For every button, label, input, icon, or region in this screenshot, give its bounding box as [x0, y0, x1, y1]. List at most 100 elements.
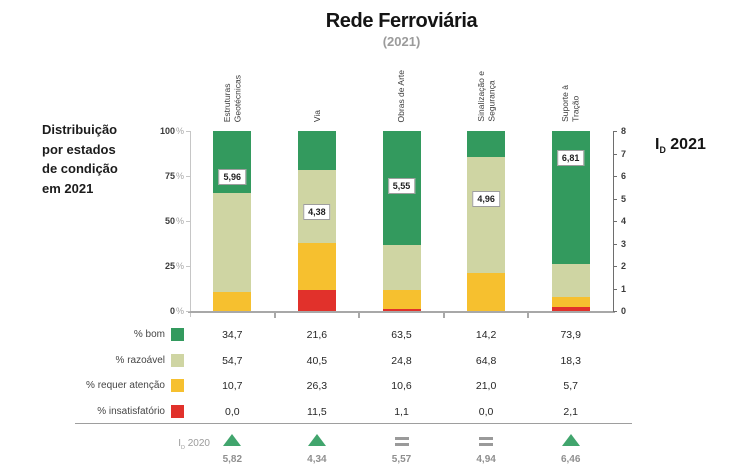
equal-bar	[479, 443, 494, 446]
right-axis-tick-label: 5	[621, 193, 627, 204]
bar-segment	[551, 307, 590, 311]
left-axis-tickmark	[186, 266, 190, 267]
right-axis-tickmark	[613, 153, 617, 155]
right-axis-tick-label: 4	[621, 216, 627, 226]
column-header-label: Via	[311, 109, 322, 122]
left-axis-tick-label: 50%	[164, 216, 184, 226]
table-value: 10,6	[391, 380, 412, 392]
trend-up-icon	[307, 434, 326, 446]
chart-subtitle: (2021)	[382, 34, 421, 49]
column-header-label: Obras de Arte	[396, 69, 407, 122]
column-header-label: Sinalização e Segurança	[475, 71, 497, 122]
legend-row-label: % razoável	[115, 354, 165, 366]
column-header-label: Suporte à Tração	[560, 85, 581, 122]
right-axis-tick-label: 8	[621, 126, 627, 136]
right-axis-tickmark	[613, 176, 617, 177]
legend-swatch	[171, 353, 184, 367]
left-axis-tick-label: 75%	[164, 171, 184, 181]
equal-bar	[394, 437, 409, 440]
column-header: Suporte à Tração	[536, 50, 606, 122]
equal-bar	[394, 443, 409, 446]
id-2021-value-box: 4,38	[303, 204, 331, 221]
column-header: Sinalização e Segurança	[451, 50, 521, 122]
table-value: 26,3	[306, 380, 328, 392]
trend-up-icon	[561, 434, 580, 446]
right-axis-tick-label: 3	[621, 238, 627, 249]
bar-segment	[467, 131, 506, 157]
table-value: 0,0	[478, 405, 494, 418]
trend-equal-icon	[479, 437, 494, 449]
equal-bar	[479, 437, 494, 440]
table-value: 10,7	[222, 380, 243, 392]
right-axis-tickmark	[613, 266, 617, 267]
table-value: 24,8	[391, 354, 412, 367]
bar-segment	[213, 193, 252, 292]
trend-value: 6,46	[560, 454, 581, 465]
id-2021-value-box: 4,96	[472, 191, 500, 208]
trend-equal-icon	[394, 437, 409, 449]
left-axis-tickmark	[186, 176, 190, 177]
right-axis-tick-label: 6	[621, 171, 627, 181]
column-header: Via	[282, 50, 352, 122]
trend-row-label: ID 2020	[130, 438, 210, 451]
separator-line	[75, 423, 632, 424]
legend-row-label: % requer atenção	[86, 380, 165, 391]
table-value: 5,7	[563, 380, 578, 392]
legend-row-label: % bom	[133, 329, 165, 340]
right-axis-title-prefix: I	[655, 136, 660, 153]
left-axis-tick-label: 100%	[159, 126, 184, 136]
bar-segment	[382, 245, 421, 290]
column-header-label: Estruturas Geotécnicas	[221, 74, 243, 122]
trend-label-sub: D	[180, 445, 185, 451]
bar-segment	[467, 156, 506, 274]
trend-value: 4,34	[307, 454, 327, 465]
bar-segment	[382, 289, 421, 310]
chart-title: Rede Ferroviária	[325, 10, 478, 32]
table-value: 64,8	[475, 354, 497, 367]
bar-segment	[297, 131, 336, 171]
right-axis-tickmark	[613, 243, 617, 245]
table-value: 14,2	[475, 329, 497, 341]
bar-segment	[297, 290, 336, 311]
legend-swatch	[171, 379, 184, 392]
right-axis-tick-label: 1	[621, 283, 627, 294]
bar-segment	[551, 296, 590, 308]
column-header: Obras de Arte	[367, 50, 437, 122]
legend-swatch	[171, 404, 184, 418]
x-axis-tickmark	[442, 311, 445, 318]
left-axis-tickmark	[186, 311, 190, 312]
right-axis-tickmark	[613, 131, 617, 132]
left-axis-tickmark	[186, 131, 190, 132]
left-axis-tickmark	[186, 221, 190, 222]
table-value: 34,7	[222, 329, 243, 341]
trend-value: 5,82	[222, 454, 243, 465]
right-axis-tickmark	[613, 198, 617, 200]
right-axis-title-sub: D	[659, 145, 666, 156]
table-value: 21,0	[475, 380, 497, 392]
trend-value: 5,57	[391, 454, 412, 465]
right-axis-title: ID 2021	[655, 136, 706, 155]
bar-segment	[213, 291, 252, 311]
id-2021-value-box: 5,55	[387, 178, 416, 195]
bar-segment	[297, 242, 336, 291]
legend-swatch	[171, 328, 184, 341]
right-axis-tick-label: 7	[621, 148, 627, 159]
id-2021-value-box: 6,81	[556, 149, 585, 166]
bar-segment	[467, 273, 506, 311]
right-axis-tick-label: 2	[621, 261, 627, 271]
left-axis-tick-label: 25%	[164, 261, 184, 271]
right-axis-tickmark	[613, 221, 617, 222]
column-header: Estruturas Geotécnicas	[197, 50, 267, 122]
right-axis-tickmark	[613, 311, 617, 312]
table-value: 54,7	[222, 354, 243, 367]
table-value: 40,5	[306, 354, 328, 367]
table-value: 21,6	[306, 329, 328, 341]
id-2021-value-box: 5,96	[218, 168, 247, 185]
table-value: 2,1	[563, 405, 578, 418]
trend-up-icon	[223, 434, 242, 446]
table-value: 63,5	[391, 329, 412, 341]
table-value: 0,0	[224, 405, 240, 418]
right-axis-tick-label: 0	[621, 306, 627, 316]
right-axis-title-year: 2021	[670, 136, 706, 153]
